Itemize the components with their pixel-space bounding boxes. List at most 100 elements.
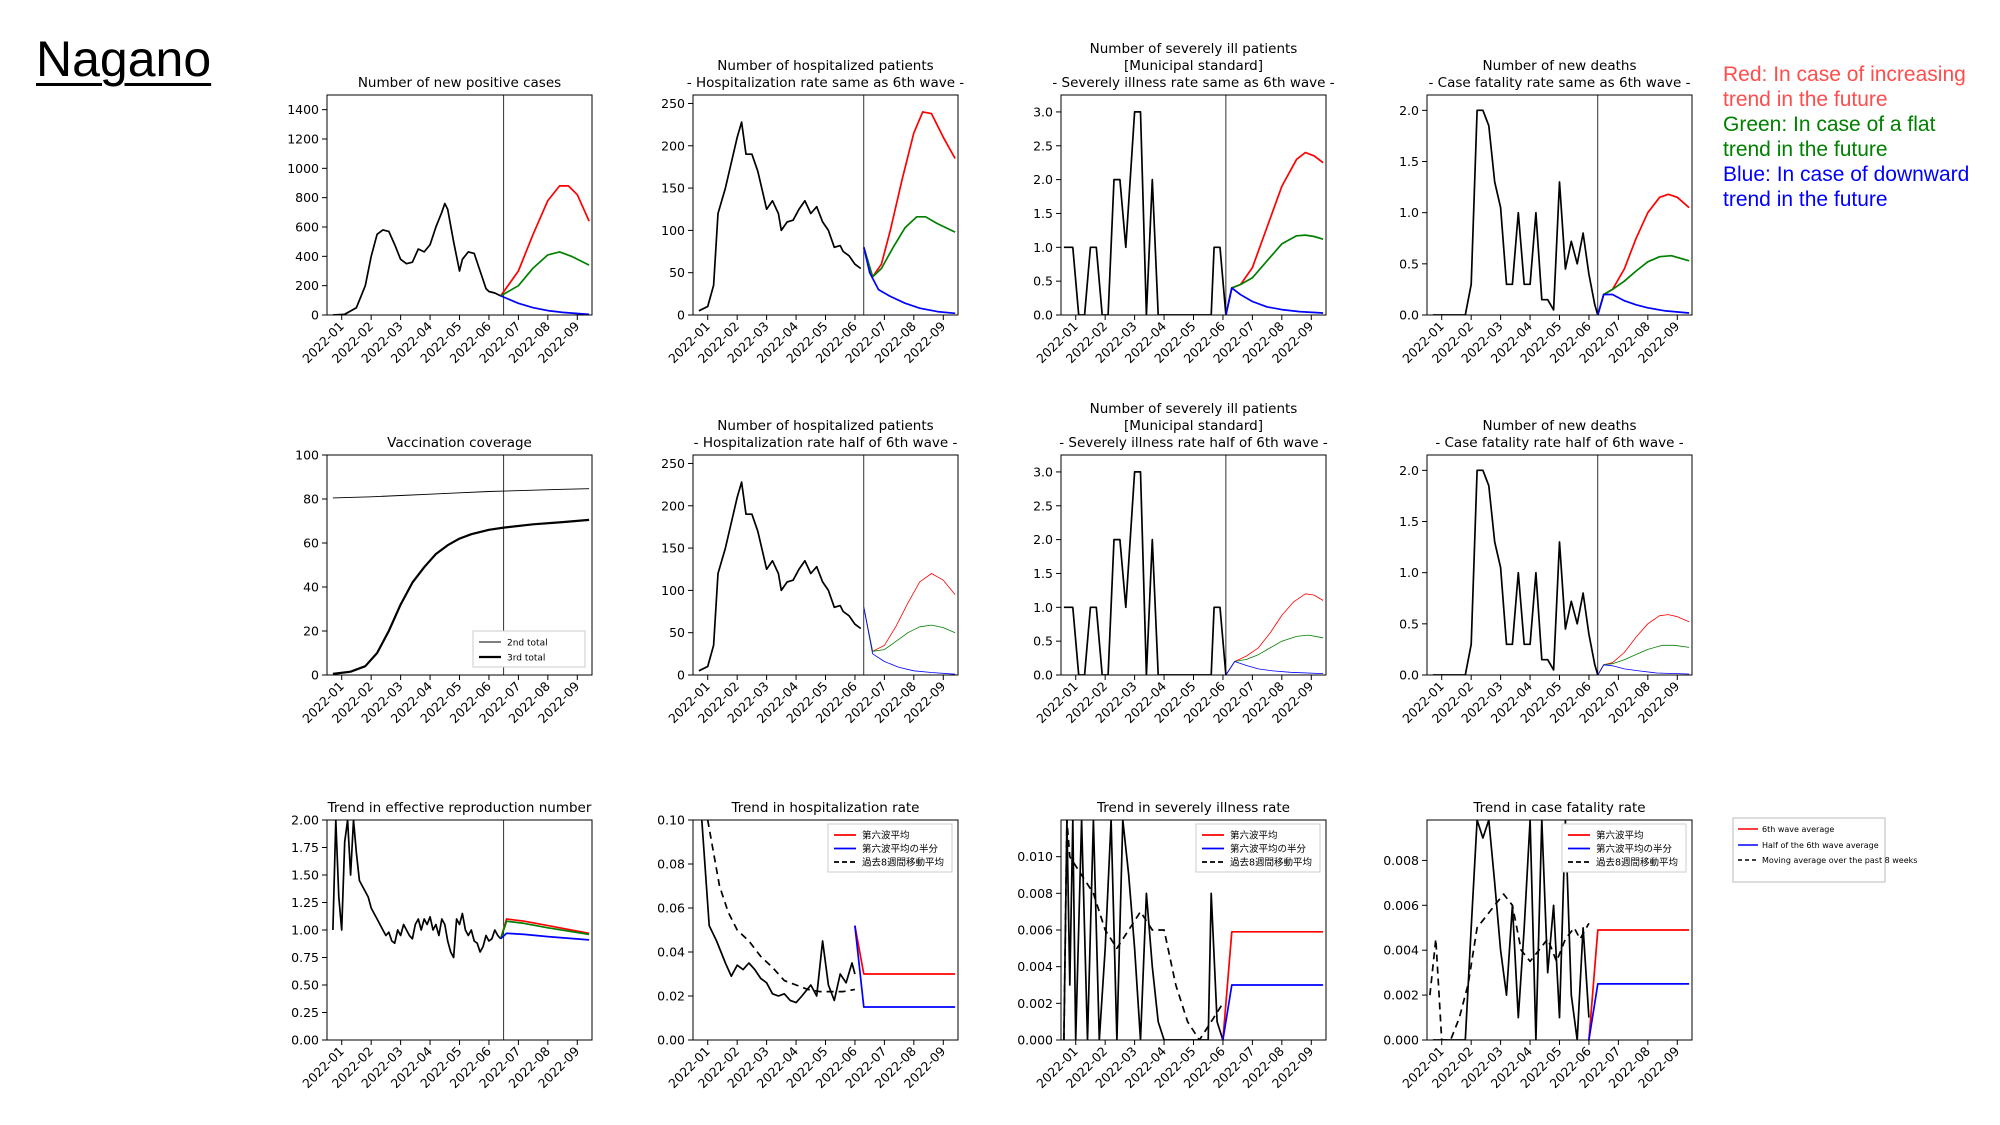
y-tick-label: 1.5 [1399,154,1419,169]
y-tick-label: 0.008 [1383,853,1419,868]
y-tick-label: 1.0 [1033,600,1053,615]
series-group [1432,109,1690,315]
chart-title: [Municipal standard] [1124,418,1263,434]
series-line [706,820,856,993]
chart-title: - Case fatality rate half of 6th wave - [1435,435,1683,451]
y-tick-label: 0.000 [1017,1033,1053,1048]
y-tick-label: 0.06 [657,901,685,916]
y-tick-label: 150 [661,541,685,556]
y-tick-label: 0.010 [1017,849,1053,864]
y-tick-label: 0.002 [1383,988,1419,1003]
y-tick-label: 0.0 [1033,668,1053,683]
y-tick-label: 50 [669,625,685,640]
series-line [1429,893,1590,1040]
legend-label: 過去8週間移動平均 [1230,857,1312,869]
chart-title: Trend in hospitalization rate [730,800,919,816]
plot-frame [692,454,959,676]
legend-green-line-2: trend in the future [1723,138,1888,161]
chart-title: - Severely illness rate same as 6th wave… [1052,75,1334,91]
rate-legend-label-2: Half of the 6th wave average [1762,841,1879,850]
legend-label: 第六波平均 [1230,830,1278,842]
series-line [1222,930,1324,1040]
y-tick-label: 0.04 [657,945,685,960]
legend-label: 第六波平均の半分 [1596,843,1673,855]
series-line [1596,293,1690,315]
rate-legend-label-3: Moving average over the past 8 weeks [1762,856,1917,865]
y-tick-label: 0.5 [1399,256,1419,271]
y-tick-label: 0.75 [291,950,319,965]
plot-frame [326,819,593,1041]
legend-label: 第六波平均 [1596,830,1644,842]
series-line [1225,287,1324,315]
series-line [862,215,956,278]
y-tick-label: 1200 [287,132,319,147]
rate-legend-frame [1732,817,1886,883]
chart-cfr: Trend in case fatality rate 0.000 0.002 0.0… [1383,800,1693,1091]
plot-frame [326,94,593,316]
chart-title: Trend in effective reproduction number [327,800,592,816]
legend-label: 2nd total [507,639,548,649]
y-tick-label: 2.0 [1033,172,1053,187]
chart-title: Trend in severely illness rate [1096,800,1290,816]
y-tick-label: 0.008 [1017,886,1053,901]
rate-legend-label-1: 6th wave average [1762,825,1834,834]
legend-label: 第六波平均の半分 [1230,843,1307,855]
legend-label: 過去8週間移動平均 [862,857,944,869]
y-tick-label: 2.5 [1033,498,1053,513]
series-line [1063,471,1227,675]
legend-red-line-2: trend in the future [1723,88,1888,111]
y-tick-label: 0.5 [1033,634,1053,649]
chart-title: Vaccination coverage [387,435,532,451]
series-group [700,820,956,1008]
y-tick-label: 1.75 [291,840,319,855]
y-tick-label: 1.0 [1399,205,1419,220]
series-line [1597,664,1690,675]
series-line [1432,469,1599,675]
rate-legend-box-en: 6th wave average Half of the 6th wave av… [1732,817,1917,883]
y-tick-label: 0.10 [657,813,685,828]
y-tick-label: 1.50 [291,868,319,883]
y-tick-label: 150 [661,181,685,196]
y-tick-label: 0 [311,668,319,683]
y-tick-label: 0.000 [1383,1033,1419,1048]
series-line [854,925,956,1008]
chart-title: - Hospitalization rate half of 6th wave … [694,435,958,451]
y-tick-label: 1.25 [291,895,319,910]
series-line [863,573,956,652]
y-tick-label: 0 [311,308,319,323]
chart-severe-same: Number of severely ill patients[Municipa… [1033,41,1335,366]
y-tick-label: 0.006 [1017,923,1053,938]
y-tick-label: 250 [661,96,685,111]
chart-new-cases: Number of new positive cases 0 200 400 600 80… [287,75,593,366]
y-tick-label: 2.0 [1399,463,1419,478]
series-line [1596,193,1690,315]
y-tick-label: 0.0 [1399,308,1419,323]
y-tick-label: 1400 [287,102,319,117]
series-line [854,925,956,975]
plot-frame [692,94,959,316]
chart-title: - Severely illness rate half of 6th wave… [1059,435,1328,451]
chart-title: Number of hospitalized patients [717,58,933,74]
y-tick-label: 100 [661,223,685,238]
series-line [500,932,590,941]
y-tick-label: 20 [303,624,319,639]
chart-title: Number of new deaths [1482,418,1636,434]
series-line [1597,614,1690,675]
scenario-legend: Red: In case of increasing trend in the … [1723,62,1969,212]
y-tick-label: 2.5 [1033,138,1053,153]
series-line [332,820,502,959]
plot-frame [1060,819,1327,1041]
series-group [698,481,956,675]
y-tick-label: 0.00 [291,1033,319,1048]
y-tick-label: 1.5 [1033,566,1053,581]
series-group [1063,111,1324,315]
legend-blue-line-1: Blue: In case of downward [1723,163,1970,186]
chart-title: Number of hospitalized patients [717,418,933,434]
chart-hosp-same: Number of hospitalized patients- Hospita… [661,58,964,366]
chart-hosp-rate: Trend in hospitalization rate 0.00 0.02 0.0… [657,800,959,1091]
chart-title: - Case fatality rate same as 6th wave - [1428,75,1690,91]
y-tick-label: 80 [303,492,319,507]
y-tick-label: 400 [295,249,319,264]
